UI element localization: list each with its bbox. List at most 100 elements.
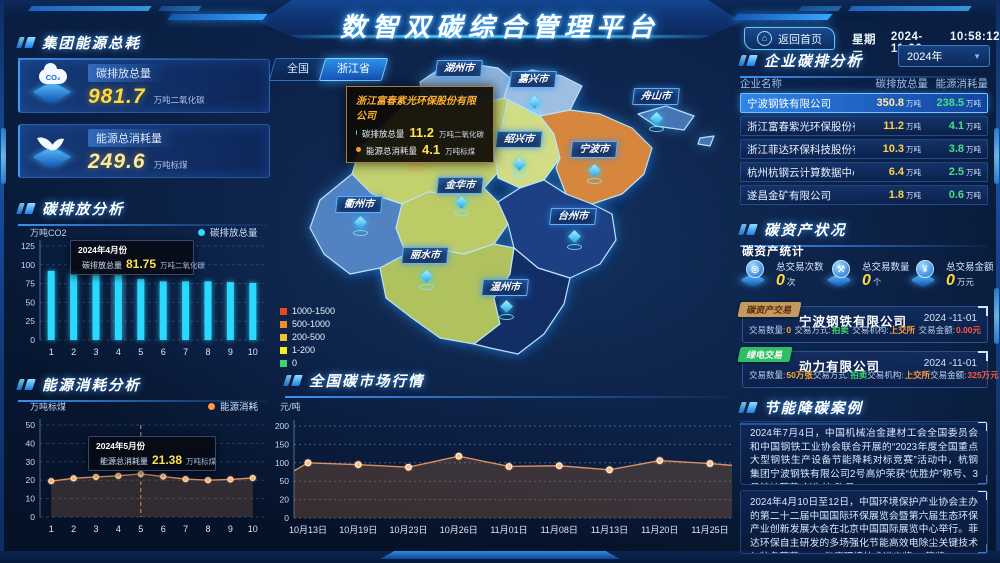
svg-text:10月26日: 10月26日 bbox=[440, 525, 478, 535]
data-point[interactable] bbox=[555, 462, 563, 470]
city-marker-icon[interactable] bbox=[566, 230, 582, 250]
city-label-ningbo[interactable]: 宁波市 bbox=[570, 141, 618, 158]
city-label-quzhou[interactable]: 衢州市 bbox=[335, 196, 383, 213]
trade-company: 动力有限公司 bbox=[799, 360, 881, 374]
bar[interactable] bbox=[249, 282, 257, 340]
section-marker-icon bbox=[738, 224, 758, 235]
data-point[interactable] bbox=[455, 452, 463, 460]
bar[interactable] bbox=[114, 274, 122, 340]
scrollbar-decoration[interactable] bbox=[994, 128, 999, 184]
zhejiang-map[interactable]: 湖州市 嘉兴市 舟山市 绍兴市 宁波市 金华市 衢州市 台州市 丽水市 温州市 … bbox=[270, 52, 735, 368]
svg-text:1: 1 bbox=[49, 347, 54, 357]
trade-card-carbon[interactable]: 碳资产交易 宁波钢铁有限公司 2024 -11-01 交易数量:0 交易方式:拍… bbox=[737, 302, 988, 343]
company-pin-icon[interactable] bbox=[408, 147, 426, 171]
svg-text:40: 40 bbox=[26, 438, 36, 448]
frame-bottom-center bbox=[380, 551, 620, 559]
svg-text:4: 4 bbox=[116, 524, 121, 534]
table-row[interactable]: 浙江菲达环保科技股份有限公 10.3万吨 3.8万吨 bbox=[740, 139, 988, 159]
table-row[interactable]: 杭州杭钢云计算数据中心有限公司 6.4万吨 2.5万吨 bbox=[740, 162, 988, 182]
city-marker-icon[interactable] bbox=[453, 196, 469, 216]
back-home-button[interactable]: ⌂ 返回首页 bbox=[744, 27, 835, 50]
bar[interactable] bbox=[47, 270, 55, 340]
bar[interactable] bbox=[204, 281, 212, 340]
section-header-market: 全国碳市场行情 bbox=[283, 370, 730, 398]
table-row[interactable]: 浙江富春紫光环保股份有限公司 11.2万吨 4.1万吨 bbox=[740, 116, 988, 136]
city-label-huzhou[interactable]: 湖州市 bbox=[435, 60, 483, 77]
table-row[interactable]: 宁波钢铁有限公司 350.8 万吨 238.5 万吨 bbox=[740, 93, 988, 113]
data-point[interactable] bbox=[505, 463, 513, 470]
frame-right-edge bbox=[996, 0, 1000, 563]
svg-text:8: 8 bbox=[205, 347, 210, 357]
stat-card-carbon-emission[interactable]: CO₂ 碳排放总量 981.7 万吨二氧化碳 bbox=[18, 59, 270, 113]
data-point[interactable] bbox=[204, 477, 212, 484]
city-label-lishui[interactable]: 丽水市 bbox=[401, 247, 449, 264]
chart-energy-line[interactable]: 0 10 20 30 40 50 1 2 3 4 5 6 7 8 9 10 bbox=[14, 403, 270, 548]
svg-text:8: 8 bbox=[205, 524, 210, 534]
city-label-taizhou[interactable]: 台州市 bbox=[549, 208, 597, 225]
bar[interactable] bbox=[137, 279, 145, 340]
trade-card-green-power[interactable]: 绿电交易 动力有限公司 2024 -11-01 交易数量:50万张 交易方式:拍… bbox=[737, 347, 999, 388]
tab-zhejiang[interactable]: 浙江省 bbox=[318, 58, 389, 81]
case-card[interactable]: 2024年7月4日，中国机械冶金建材工会全国委员会和中国钢铁工业协会联合开展的“… bbox=[740, 421, 988, 485]
legend-energy[interactable]: 能源消耗 bbox=[208, 399, 258, 413]
data-point[interactable] bbox=[304, 459, 312, 467]
case-card[interactable]: 2024年4月10日至12日，中国环境保护产业协会主办的第二十二届中国国际环保展… bbox=[740, 490, 988, 554]
city-marker-icon[interactable] bbox=[511, 158, 527, 178]
year-filter-dropdown[interactable]: 2024年 ▼ bbox=[898, 45, 990, 67]
city-label-jiaxing[interactable]: 嘉兴市 bbox=[509, 71, 557, 88]
data-point[interactable] bbox=[227, 476, 234, 483]
city-marker-icon[interactable] bbox=[648, 112, 664, 132]
data-point[interactable] bbox=[354, 461, 362, 469]
map-region-taizhou[interactable] bbox=[497, 179, 617, 279]
svg-text:1: 1 bbox=[49, 524, 54, 534]
data-point[interactable] bbox=[70, 475, 77, 482]
city-label-zhoushan[interactable]: 舟山市 bbox=[632, 88, 680, 105]
bar[interactable] bbox=[70, 271, 78, 340]
data-point[interactable] bbox=[160, 473, 167, 480]
chart-market-line[interactable]: 0 20 50 100 150 200 10月13日 10月19日 10月23日 10月26日 11… bbox=[272, 403, 742, 548]
city-marker-icon[interactable] bbox=[586, 164, 602, 184]
bar[interactable] bbox=[159, 281, 167, 340]
bar[interactable] bbox=[182, 281, 190, 340]
city-label-wenzhou[interactable]: 温州市 bbox=[481, 279, 529, 296]
svg-text:11月01日: 11月01日 bbox=[490, 525, 527, 535]
data-point[interactable] bbox=[249, 474, 256, 482]
data-point[interactable] bbox=[182, 476, 189, 483]
data-point[interactable] bbox=[606, 466, 613, 474]
data-point[interactable] bbox=[48, 478, 55, 485]
table-row[interactable]: 遂昌金矿有限公司 1.8 万吨 0.6 万吨 bbox=[740, 185, 988, 205]
data-point[interactable] bbox=[656, 457, 664, 464]
section-marker-icon bbox=[283, 375, 303, 386]
chart-emission-bars[interactable]: 0 25 50 75 100 125 1 2 3 4 5 6 7 8 9 10 bbox=[14, 230, 270, 370]
data-point[interactable] bbox=[92, 473, 100, 480]
gavel-icon: ⚒ bbox=[826, 258, 856, 290]
section-marker-icon bbox=[16, 379, 36, 390]
trade-date: 2024 -11-01 bbox=[923, 358, 977, 369]
map-region-zhoushan[interactable] bbox=[637, 105, 695, 131]
svg-text:10月19日: 10月19日 bbox=[339, 525, 377, 535]
data-point[interactable] bbox=[137, 470, 144, 477]
svg-text:10月23日: 10月23日 bbox=[389, 525, 427, 535]
city-marker-icon[interactable] bbox=[352, 216, 368, 236]
data-point[interactable] bbox=[115, 472, 122, 479]
svg-text:200: 200 bbox=[275, 421, 289, 431]
city-label-jinhua[interactable]: 金华市 bbox=[436, 177, 484, 194]
legend-emission[interactable]: 碳排放总量 bbox=[198, 225, 258, 239]
stat-label: 碳排放总量 bbox=[88, 63, 165, 82]
stat-card-energy-consumption[interactable]: 能源总消耗量 249.6 万吨标煤 bbox=[18, 124, 270, 178]
svg-text:0: 0 bbox=[30, 512, 35, 522]
data-point[interactable] bbox=[706, 460, 714, 467]
data-point[interactable] bbox=[405, 463, 412, 471]
bar[interactable] bbox=[226, 282, 234, 340]
scrollbar-decoration[interactable] bbox=[994, 288, 999, 344]
map-region-zhoushan-isle[interactable] bbox=[697, 135, 715, 147]
stat-unit: 万吨二氧化碳 bbox=[153, 94, 205, 105]
city-marker-icon[interactable] bbox=[498, 300, 514, 320]
city-label-shaoxing[interactable]: 绍兴市 bbox=[495, 131, 543, 148]
svg-text:0: 0 bbox=[30, 335, 35, 345]
city-marker-icon[interactable] bbox=[526, 96, 542, 116]
bar[interactable] bbox=[92, 272, 100, 340]
section-header-enterprise: 企业碳排分析 bbox=[738, 50, 988, 78]
city-marker-icon[interactable] bbox=[418, 270, 434, 290]
svg-text:5: 5 bbox=[138, 524, 143, 534]
